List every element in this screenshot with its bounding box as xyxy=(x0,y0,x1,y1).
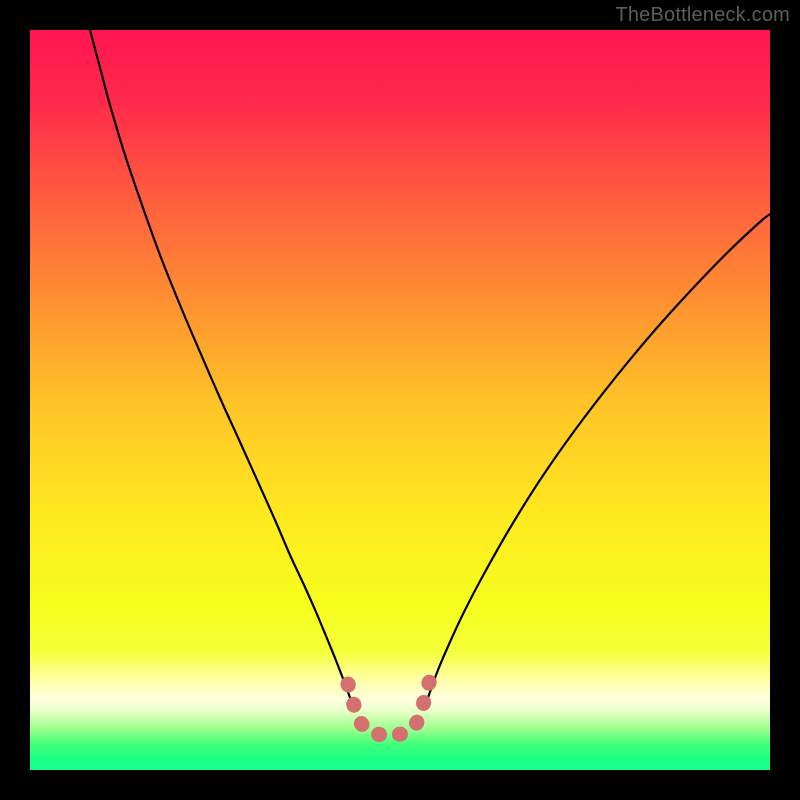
gradient-background xyxy=(30,30,770,770)
plot-area xyxy=(30,30,770,770)
chart-svg xyxy=(30,30,770,770)
watermark-label: TheBottleneck.com xyxy=(615,4,790,27)
